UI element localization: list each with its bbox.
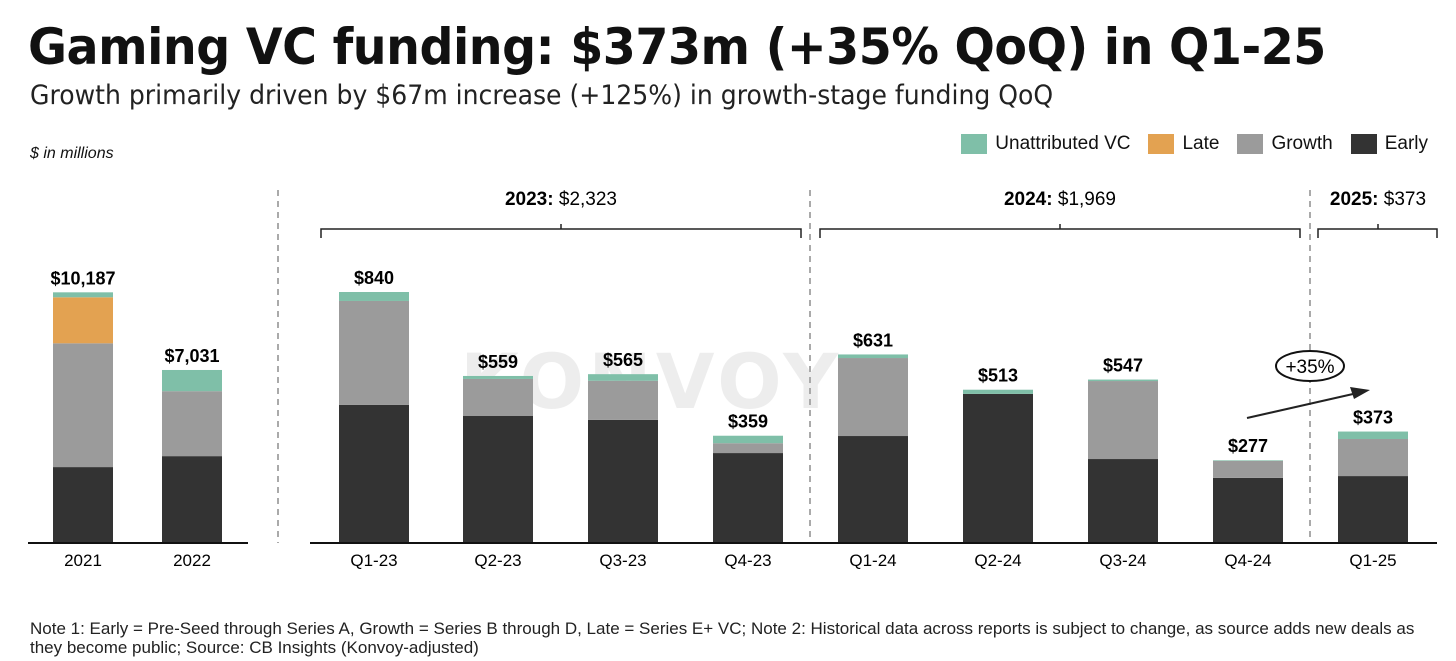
bar-segment-growth-2021 <box>53 343 113 468</box>
total-label-q1-23: $840 <box>354 268 394 288</box>
year-group-label-2025: 2025: $373 <box>1330 189 1426 210</box>
total-label-q1-24: $631 <box>853 330 893 350</box>
growth-arrow <box>1246 393 1354 419</box>
legend-label: Early <box>1384 133 1428 154</box>
chart-subtitle: Growth primarily driven by $67m increase… <box>30 80 1054 111</box>
year-label: 2024: <box>1004 189 1053 210</box>
x-tick-label-q3-23: Q3-23 <box>599 551 646 570</box>
legend-swatch-late <box>1148 134 1175 154</box>
bar-segment-growth-q1-24 <box>838 358 908 437</box>
x-tick-label-q1-23: Q1-23 <box>350 551 397 570</box>
year-group-label-2024: 2024: $1,969 <box>1004 189 1116 210</box>
total-label-q2-23: $559 <box>478 352 518 372</box>
x-tick-label-q4-23: Q4-23 <box>724 551 771 570</box>
legend-item-growth: Growth <box>1237 133 1333 155</box>
bar-segment-unattributed-vc-q3-23 <box>588 374 658 381</box>
legend-item-unattributed: Unattributed VC <box>961 133 1130 155</box>
bar-segment-unattributed-vc-2021 <box>53 292 113 298</box>
bar-segment-early-q2-24 <box>963 393 1033 543</box>
year-total: $1,969 <box>1058 189 1116 210</box>
total-label-q4-24: $277 <box>1228 436 1268 456</box>
chart-title: Gaming VC funding: $373m (+35% QoQ) in Q… <box>28 18 1326 76</box>
x-tick-label-q1-25: Q1-25 <box>1349 551 1396 570</box>
year-total: $373 <box>1384 189 1426 210</box>
legend-swatch-growth <box>1237 134 1264 154</box>
bar-segment-growth-q4-23 <box>713 443 783 454</box>
bar-segment-early-2022 <box>162 456 222 543</box>
bar-segment-growth-q4-24 <box>1213 460 1283 478</box>
bracket-2023 <box>320 224 802 238</box>
growth-annotation-ellipse <box>1275 350 1345 382</box>
bar-segment-late-2021 <box>53 297 113 344</box>
legend-swatch-unattributed <box>961 134 988 154</box>
legend-item-early: Early <box>1350 133 1428 155</box>
x-tick-label-2021: 2021 <box>64 551 102 570</box>
bar-segment-early-q1-24 <box>838 436 908 543</box>
legend-item-late: Late <box>1148 133 1219 155</box>
bar-segment-unattributed-vc-q2-24 <box>963 389 1033 394</box>
year-group-label-2023: 2023: $2,323 <box>505 189 617 210</box>
footnote: Note 1: Early = Pre-Seed through Series … <box>30 619 1415 657</box>
legend-label: Unattributed VC <box>995 133 1131 154</box>
bar-segment-unattributed-vc-q1-25 <box>1338 431 1408 440</box>
arrow-head-icon <box>1350 387 1370 399</box>
bar-segment-growth-q3-24 <box>1088 381 1158 460</box>
bar-segment-early-q1-23 <box>339 404 409 543</box>
bar-segment-early-q1-25 <box>1338 476 1408 543</box>
bar-segment-early-2021 <box>53 467 113 543</box>
year-label: 2025: <box>1330 189 1379 210</box>
bracket-2024 <box>819 224 1301 238</box>
x-tick-label-q4-24: Q4-24 <box>1224 551 1271 570</box>
bar-segment-early-q4-24 <box>1213 477 1283 543</box>
legend-swatch-early <box>1350 134 1377 154</box>
x-tick-label-q3-24: Q3-24 <box>1099 551 1146 570</box>
bar-segment-early-q3-24 <box>1088 459 1158 543</box>
bar-segment-growth-q3-23 <box>588 380 658 420</box>
x-tick-label-q2-24: Q2-24 <box>974 551 1021 570</box>
unit-label: $ in millions <box>30 145 114 162</box>
bar-segment-growth-2022 <box>162 391 222 457</box>
year-total: $2,323 <box>559 189 617 210</box>
bar-segment-growth-q1-25 <box>1338 439 1408 477</box>
legend-label: Late <box>1182 133 1220 154</box>
total-label-2022: $7,031 <box>164 346 219 366</box>
bracket-2025 <box>1317 224 1438 238</box>
legend: Unattributed VC Late Growth Early <box>961 133 1428 155</box>
x-tick-label-2022: 2022 <box>173 551 211 570</box>
total-label-q4-23: $359 <box>728 412 768 432</box>
x-tick-label-q2-23: Q2-23 <box>474 551 521 570</box>
bar-segment-unattributed-vc-q1-23 <box>339 292 409 301</box>
total-label-q1-25: $373 <box>1353 408 1393 428</box>
bar-segment-unattributed-vc-q4-23 <box>713 435 783 444</box>
bar-segment-unattributed-vc-q2-23 <box>463 375 533 379</box>
year-label: 2023: <box>505 189 554 210</box>
x-tick-label-q1-24: Q1-24 <box>849 551 896 570</box>
bar-segment-unattributed-vc-2022 <box>162 369 222 392</box>
bar-segment-unattributed-vc-q4-24 <box>1213 460 1283 461</box>
total-label-q2-24: $513 <box>978 366 1018 386</box>
total-label-2021: $10,187 <box>50 268 115 288</box>
bar-segment-unattributed-vc-q3-24 <box>1088 379 1158 382</box>
growth-annotation-label: +35% <box>1285 357 1334 378</box>
bar-segment-growth-q1-23 <box>339 300 409 405</box>
legend-label: Growth <box>1271 133 1333 154</box>
bar-segment-early-q3-23 <box>588 419 658 543</box>
bar-segment-growth-q2-23 <box>463 378 533 417</box>
bar-segment-unattributed-vc-q1-24 <box>838 354 908 359</box>
bar-segment-early-q4-23 <box>713 453 783 543</box>
bar-segment-early-q2-23 <box>463 416 533 543</box>
total-label-q3-23: $565 <box>603 350 643 370</box>
total-label-q3-24: $547 <box>1103 356 1143 376</box>
